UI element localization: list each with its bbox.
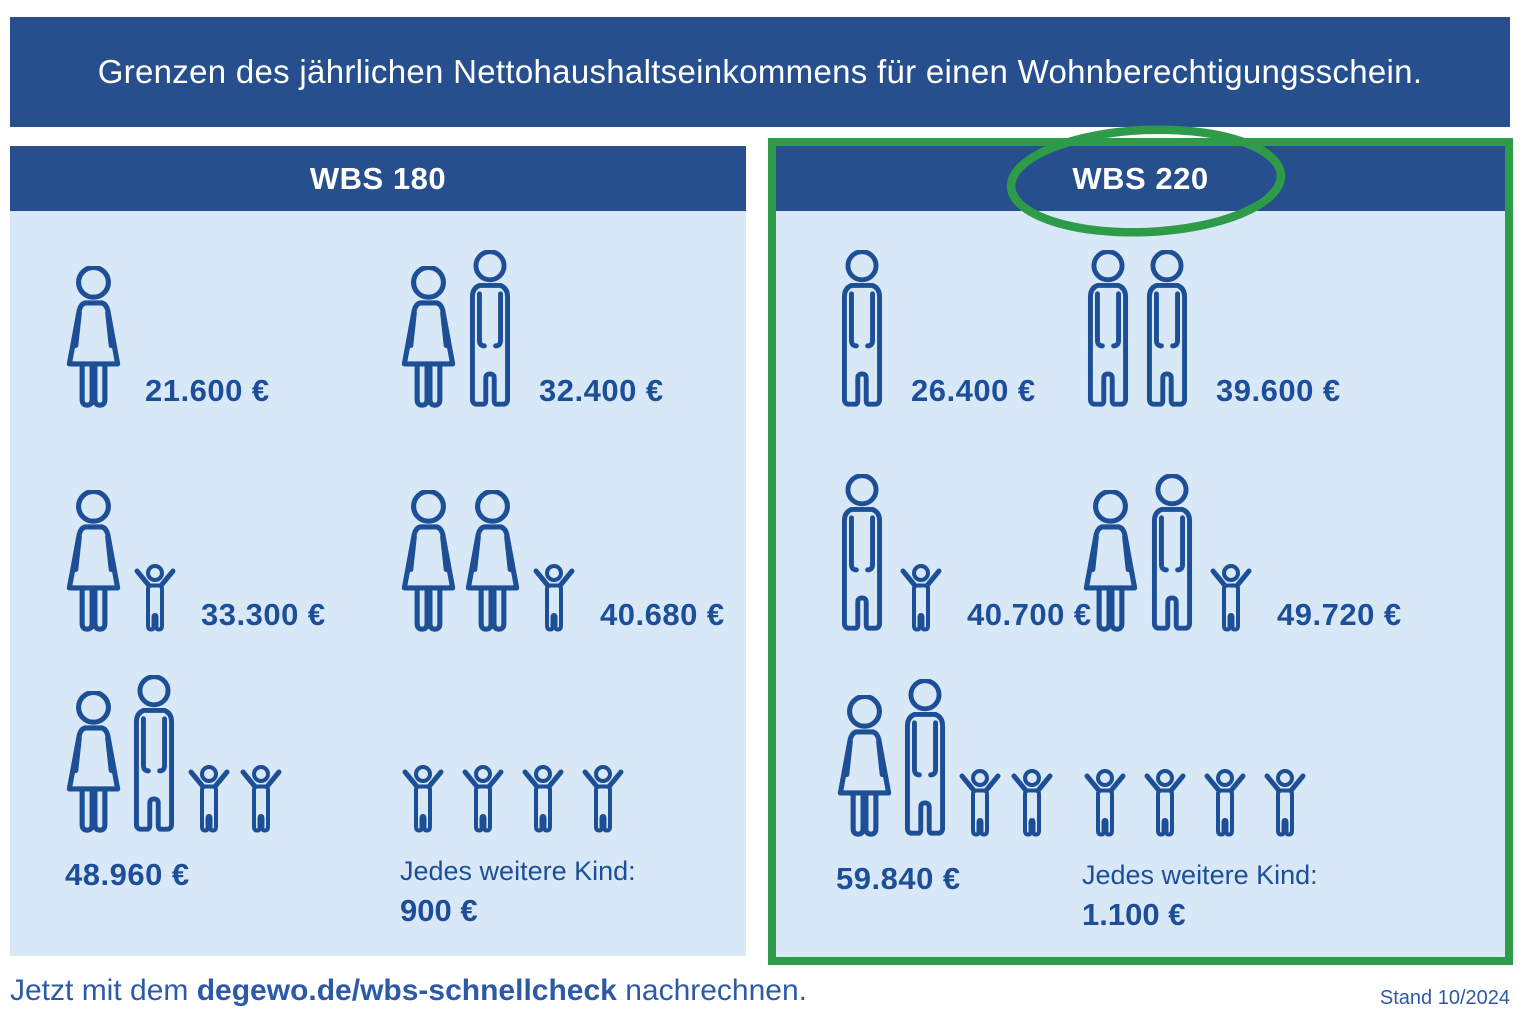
woman-icon bbox=[65, 691, 122, 833]
household-2-adults-1-child: 40.680 € bbox=[400, 413, 746, 638]
man-icon bbox=[836, 474, 888, 632]
child-icon bbox=[460, 765, 506, 833]
additional-children: Jedes weitere Kind: 1.100 € bbox=[1082, 638, 1505, 957]
woman-icon bbox=[1082, 490, 1139, 632]
child-icon bbox=[1208, 564, 1254, 632]
income-value: 40.680 € bbox=[600, 597, 725, 632]
child-icon bbox=[186, 765, 232, 833]
income-value: 40.700 € bbox=[967, 597, 1092, 632]
household-2-adults-2-children: 48.960 € bbox=[65, 638, 400, 956]
household-2-persons: 39.600 € bbox=[1082, 211, 1505, 413]
panel-wbs-180: WBS 180 21.600 € 32.400 € 33.300 € bbox=[10, 146, 746, 956]
household-icons bbox=[1082, 638, 1308, 837]
man-icon bbox=[836, 250, 888, 408]
child-icon bbox=[898, 564, 944, 632]
child-icon bbox=[957, 769, 1003, 837]
woman-icon bbox=[464, 490, 521, 632]
man-icon bbox=[464, 250, 516, 408]
woman-icon bbox=[400, 266, 457, 408]
income-value: 49.720 € bbox=[1277, 597, 1402, 632]
panel-wbs-220: WBS 220 26.400 € 39.600 € 40.700 € bbox=[768, 125, 1513, 965]
title-bar: Grenzen des jährlichen Nettohaushaltsein… bbox=[10, 17, 1510, 127]
additional-child-value: 1.100 € bbox=[1082, 897, 1186, 932]
panel-title: WBS 180 bbox=[309, 160, 447, 196]
child-icon bbox=[520, 765, 566, 833]
footer-note: Jetzt mit dem degewo.de/wbs-schnellcheck… bbox=[10, 973, 807, 1009]
woman-icon bbox=[400, 490, 457, 632]
additional-children: Jedes weitere Kind: 900 € bbox=[400, 638, 746, 956]
income-value: 32.400 € bbox=[539, 373, 664, 408]
household-icons bbox=[65, 638, 284, 833]
household-icons bbox=[400, 638, 626, 833]
additional-child-label: Jedes weitere Kind: bbox=[1082, 860, 1318, 890]
man-icon bbox=[899, 679, 951, 837]
panel-header-wbs-220: WBS 220 bbox=[776, 146, 1505, 211]
household-1-adult-1-child: 40.700 € bbox=[836, 413, 1091, 638]
household-2-adults-2-children: 59.840 € bbox=[836, 638, 1082, 957]
woman-icon bbox=[836, 695, 893, 837]
additional-child-value: 900 € bbox=[400, 893, 478, 928]
household-1-person: 26.400 € bbox=[836, 211, 1082, 413]
panel-body-wbs-180: 21.600 € 32.400 € 33.300 € 40.680 € bbox=[10, 211, 746, 956]
income-value: 26.400 € bbox=[911, 373, 1036, 408]
household-2-persons: 32.400 € bbox=[400, 211, 746, 413]
man-icon bbox=[1146, 474, 1198, 632]
income-value: 39.600 € bbox=[1216, 373, 1341, 408]
household-1-person: 21.600 € bbox=[65, 211, 400, 413]
child-icon bbox=[1262, 769, 1308, 837]
additional-child-label: Jedes weitere Kind: bbox=[400, 856, 636, 886]
household-icons bbox=[836, 638, 1055, 837]
man-icon bbox=[128, 675, 180, 833]
child-icon bbox=[1202, 769, 1248, 837]
child-icon bbox=[580, 765, 626, 833]
income-value: 33.300 € bbox=[201, 597, 326, 632]
man-icon bbox=[1141, 250, 1193, 408]
child-icon bbox=[1009, 769, 1055, 837]
income-value: 48.960 € bbox=[65, 857, 190, 892]
page-title: Grenzen des jährlichen Nettohaushaltsein… bbox=[97, 53, 1423, 90]
panel-header-wbs-180: WBS 180 bbox=[10, 146, 746, 211]
child-icon bbox=[531, 564, 577, 632]
child-icon bbox=[132, 564, 178, 632]
stand-date: Stand 10/2024 bbox=[1379, 987, 1510, 1009]
woman-icon bbox=[65, 490, 122, 632]
woman-icon bbox=[65, 266, 122, 408]
footer-prefix: Jetzt mit dem bbox=[10, 974, 197, 1007]
income-value: 59.840 € bbox=[836, 861, 961, 896]
child-icon bbox=[400, 765, 446, 833]
child-icon bbox=[1142, 769, 1188, 837]
household-1-adult-1-child: 33.300 € bbox=[65, 413, 400, 638]
child-icon bbox=[1082, 769, 1128, 837]
income-value: 21.600 € bbox=[145, 373, 270, 408]
panel-title: WBS 220 bbox=[1072, 160, 1209, 196]
footer-suffix: nachrechnen. bbox=[616, 974, 807, 1007]
panel-body-wbs-220: 26.400 € 39.600 € 40.700 € 49.720 € bbox=[776, 211, 1505, 957]
man-icon bbox=[1082, 250, 1134, 408]
household-2-adults-1-child: 49.720 € bbox=[1082, 413, 1505, 638]
child-icon bbox=[238, 765, 284, 833]
footer-link: degewo.de/wbs-schnellcheck bbox=[196, 974, 617, 1007]
